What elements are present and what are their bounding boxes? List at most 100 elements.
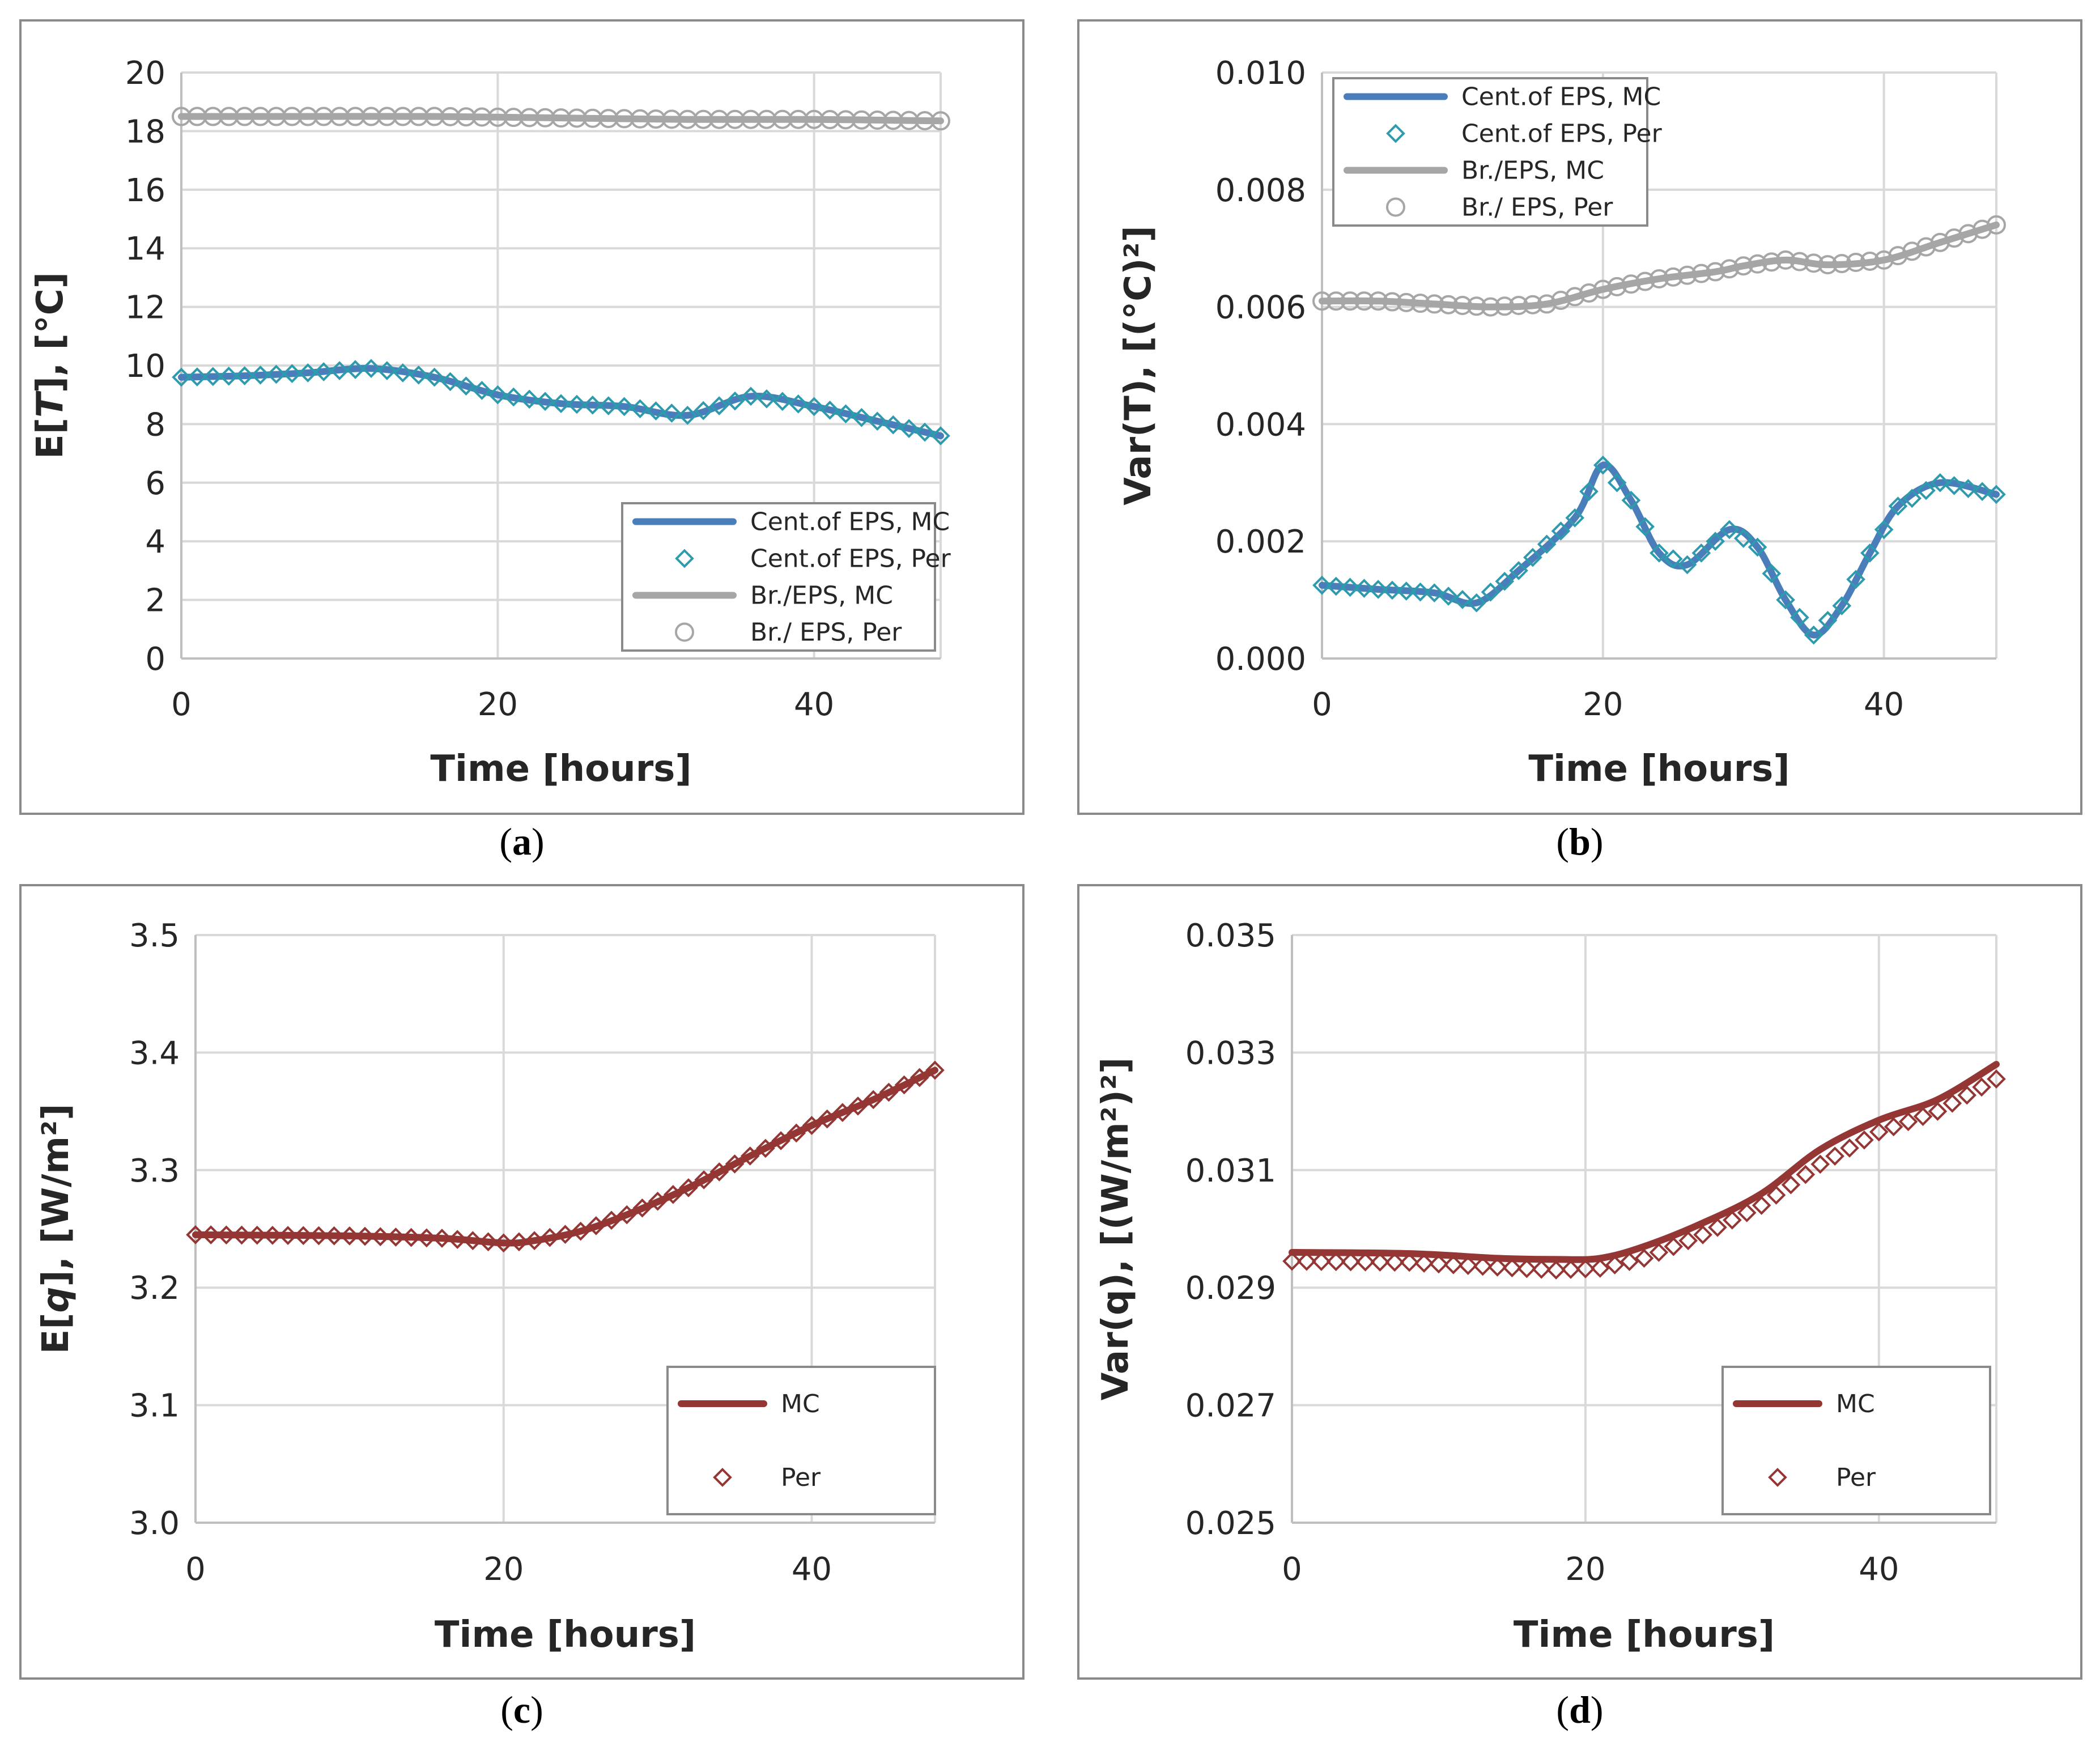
data-point <box>1762 564 1782 583</box>
caption-letter: a <box>512 820 532 863</box>
data-point <box>1762 252 1782 272</box>
data-point <box>1551 290 1571 310</box>
data-point <box>1987 1069 2006 1089</box>
data-point <box>771 1131 790 1150</box>
data-point <box>1678 1231 1698 1251</box>
data-point <box>346 107 365 126</box>
data-point <box>377 361 397 380</box>
x-tick-label: 20 <box>1583 686 1623 723</box>
data-point <box>416 1228 436 1248</box>
data-point <box>817 1109 837 1129</box>
data-point <box>235 366 254 385</box>
data-point <box>848 1096 868 1116</box>
data-point <box>725 109 745 129</box>
data-point <box>1452 296 1472 316</box>
data-point <box>1957 1085 1977 1105</box>
legend: Cent.of EPS, MC Cent.of EPS, Per Br./EPS, … <box>621 502 951 652</box>
y-tick-label: 0.006 <box>1215 290 1306 326</box>
data-point <box>1733 529 1753 548</box>
data-point <box>773 392 792 411</box>
data-point <box>1944 228 1964 248</box>
series-line-a-0 <box>178 365 944 440</box>
data-point <box>833 1103 852 1123</box>
y-tick-label: 2 <box>145 583 165 619</box>
data-point <box>1396 581 1416 601</box>
data-point <box>1481 297 1500 317</box>
data-point <box>409 365 428 385</box>
data-point <box>1466 593 1486 613</box>
data-point <box>504 387 524 407</box>
caption-letter: c <box>513 1688 530 1731</box>
data-point <box>298 363 318 383</box>
data-point <box>1619 1252 1639 1272</box>
data-point <box>1565 508 1585 528</box>
series-line-b-0 <box>1319 461 2000 639</box>
data-point <box>266 364 286 384</box>
y-tick-label: 10 <box>125 348 165 385</box>
x-tick-label: 0 <box>171 686 192 723</box>
data-point <box>1888 246 1908 266</box>
data-point <box>614 109 634 129</box>
data-point <box>567 394 586 414</box>
data-point <box>1663 549 1683 569</box>
y-axis-title-part: ], [°C] <box>29 272 71 393</box>
y-axis-title: Var(q), [(W/m²)²] <box>1095 1057 1137 1400</box>
data-point <box>551 394 571 414</box>
y-tick-label: 0.027 <box>1185 1388 1276 1425</box>
x-tick-label: 40 <box>1864 686 1904 723</box>
x-tick-label: 20 <box>1565 1551 1605 1588</box>
data-point <box>1766 1186 1786 1205</box>
data-point <box>1691 543 1711 563</box>
caption-letter: b <box>1569 820 1591 863</box>
data-point <box>1931 473 1950 492</box>
caption-close: ) <box>532 820 545 863</box>
data-point <box>1840 1138 1859 1158</box>
data-point <box>583 108 602 128</box>
x-axis-title: Time [hours] <box>1514 1614 1775 1656</box>
data-point <box>371 1227 390 1247</box>
y-tick-label: 3.3 <box>129 1153 180 1189</box>
data-point <box>172 107 191 126</box>
data-point <box>298 107 318 126</box>
data-point <box>1902 488 1922 508</box>
data-point <box>883 111 903 130</box>
data-point <box>583 395 602 415</box>
y-axis-title-part: Var(T), [(°C)²] <box>1117 226 1159 505</box>
series-markers-b-1 <box>1312 455 2006 645</box>
y-axis-title: E[T], [°C] <box>29 272 71 459</box>
data-point <box>1312 291 1332 311</box>
series-line-a-2 <box>178 113 944 125</box>
data-point <box>820 110 840 130</box>
data-point <box>602 1210 621 1230</box>
data-point <box>1635 517 1655 537</box>
data-point <box>1565 287 1585 307</box>
data-point <box>1509 561 1528 580</box>
data-point <box>247 1225 267 1245</box>
x-axis-title: Time [hours] <box>435 1614 696 1656</box>
data-point <box>586 1216 606 1235</box>
data-point <box>648 1191 668 1211</box>
data-point <box>520 389 539 409</box>
data-point <box>278 1226 297 1245</box>
data-point <box>1748 254 1767 274</box>
data-point <box>1804 625 1823 645</box>
data-point <box>1860 251 1880 271</box>
data-point <box>1691 264 1711 283</box>
legend: MC Per <box>666 1366 936 1515</box>
data-point <box>266 107 286 126</box>
y-tick-label: 0.008 <box>1215 172 1306 209</box>
data-point <box>232 1225 252 1245</box>
y-tick-label: 0 <box>145 641 165 678</box>
data-point <box>1326 1252 1346 1272</box>
data-point <box>883 415 903 435</box>
caption-open: ( <box>1556 1688 1569 1731</box>
data-point <box>324 1226 344 1246</box>
data-point <box>836 110 856 130</box>
data-point <box>1846 253 1866 273</box>
data-point <box>488 385 508 405</box>
data-point <box>1425 294 1444 314</box>
data-point <box>1473 1256 1493 1276</box>
data-point <box>879 1082 899 1102</box>
x-tick-label: 0 <box>1282 1551 1302 1588</box>
data-point <box>1621 490 1641 510</box>
